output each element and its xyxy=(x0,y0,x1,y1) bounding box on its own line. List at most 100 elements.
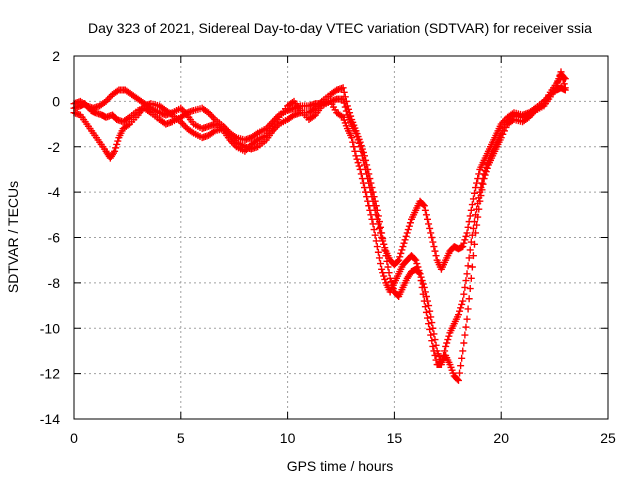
data-points xyxy=(70,68,569,384)
data-point xyxy=(370,193,378,201)
data-point xyxy=(358,145,366,153)
data-point xyxy=(401,236,409,244)
data-point xyxy=(419,290,427,298)
data-point xyxy=(425,320,433,328)
data-point xyxy=(432,341,440,349)
data-point xyxy=(406,219,414,227)
data-point xyxy=(465,295,473,303)
data-point xyxy=(453,375,461,383)
chart-title: Day 323 of 2021, Sidereal Day-to-day VTE… xyxy=(88,20,592,36)
data-point xyxy=(422,308,430,316)
data-point xyxy=(208,112,216,120)
x-tick-label: 10 xyxy=(280,430,296,446)
data-point xyxy=(398,246,406,254)
data-point xyxy=(442,342,450,350)
data-point xyxy=(124,121,132,129)
x-tick-label: 5 xyxy=(177,430,185,446)
data-point xyxy=(460,290,468,298)
data-point xyxy=(426,325,434,333)
data-point xyxy=(362,188,370,196)
data-point xyxy=(364,165,372,173)
data-point xyxy=(428,337,436,345)
data-point xyxy=(443,339,451,347)
data-point xyxy=(457,304,465,312)
data-point xyxy=(441,347,449,355)
data-point xyxy=(352,152,360,160)
data-point xyxy=(480,170,488,178)
data-point xyxy=(482,163,490,171)
x-tick-label: 25 xyxy=(600,430,616,446)
y-tick-label: -4 xyxy=(48,184,61,200)
data-point xyxy=(113,140,121,148)
data-point xyxy=(374,248,382,256)
data-point xyxy=(472,211,480,219)
data-point xyxy=(394,257,402,265)
data-point xyxy=(429,342,437,350)
y-axis-label: SDTVAR / TECUs xyxy=(5,181,21,293)
data-point xyxy=(364,197,372,205)
data-point xyxy=(372,237,380,245)
x-tick-labels: 0 5 10 15 20 25 xyxy=(70,430,616,446)
data-point xyxy=(377,260,385,268)
data-point xyxy=(427,313,435,321)
data-point xyxy=(111,147,119,155)
y-tick-label: 0 xyxy=(52,93,60,109)
data-point xyxy=(362,156,370,164)
data-point xyxy=(416,270,424,278)
data-point xyxy=(145,103,153,111)
data-point xyxy=(354,159,362,167)
data-point xyxy=(426,307,434,315)
data-point xyxy=(375,218,383,226)
data-point xyxy=(288,99,296,107)
data-point xyxy=(467,206,475,214)
data-point xyxy=(420,297,428,305)
data-point xyxy=(426,224,434,232)
data-point xyxy=(419,201,427,209)
data-point xyxy=(430,347,438,355)
data-point xyxy=(469,224,477,232)
data-point xyxy=(338,112,346,120)
data-point xyxy=(371,231,379,239)
data-point xyxy=(402,232,410,240)
data-point xyxy=(464,305,472,313)
data-point xyxy=(425,302,433,310)
data-point xyxy=(341,93,349,101)
data-point xyxy=(370,226,378,234)
data-point xyxy=(357,142,365,150)
data-point xyxy=(340,88,348,96)
x-axis-label: GPS time / hours xyxy=(287,458,394,474)
data-point xyxy=(466,212,474,220)
data-point xyxy=(445,332,453,340)
data-point xyxy=(369,220,377,228)
data-point xyxy=(444,336,452,344)
data-point xyxy=(368,215,376,223)
data-point xyxy=(428,319,436,327)
data-point xyxy=(353,155,361,163)
data-point xyxy=(379,235,387,243)
data-point xyxy=(459,297,467,305)
y-tick-labels: -14 -12 -10 -8 -6 -4 -2 0 2 xyxy=(40,48,60,427)
data-point xyxy=(473,205,481,213)
data-point xyxy=(368,184,376,192)
data-point xyxy=(460,339,468,347)
data-point xyxy=(377,223,385,231)
data-point xyxy=(475,194,483,202)
data-point xyxy=(378,229,386,237)
data-point xyxy=(429,238,437,246)
data-point xyxy=(438,356,446,364)
data-point xyxy=(413,260,421,268)
data-point xyxy=(366,175,374,183)
data-point xyxy=(188,128,196,136)
data-point xyxy=(471,189,478,197)
data-point xyxy=(373,243,381,251)
data-point xyxy=(360,152,368,160)
x-tick-label: 20 xyxy=(493,430,509,446)
data-point xyxy=(124,114,132,122)
data-point xyxy=(421,206,429,214)
data-point xyxy=(351,147,359,155)
data-point xyxy=(350,143,358,151)
data-point xyxy=(418,283,426,291)
data-point xyxy=(209,114,217,122)
data-point xyxy=(385,269,393,277)
